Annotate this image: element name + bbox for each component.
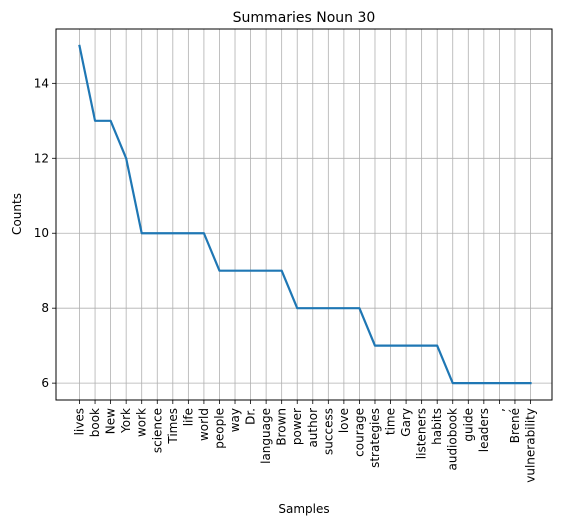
data-point [327,307,329,309]
x-tick-label: author [306,408,320,448]
x-tick-label: science [150,408,164,453]
data-point [467,382,469,384]
x-tick-label: vulnerability [524,408,538,483]
x-tick-label: success [321,408,335,455]
y-tick-label: 14 [34,76,49,90]
x-tick-label: love [337,408,351,433]
x-tick-label: people [212,408,226,449]
data-point [405,345,407,347]
x-tick-label: habits [430,408,444,445]
x-tick-label: York [119,408,133,434]
data-point [281,270,283,272]
x-tick-label: strategies [368,408,382,468]
x-tick-label: power [290,408,304,445]
x-tick-label: world [197,408,211,441]
data-point [125,157,127,159]
data-point [421,345,423,347]
data-point [172,232,174,234]
data-point [265,270,267,272]
y-axis-label: Counts [10,193,24,235]
data-point [218,270,220,272]
x-tick-label: way [228,408,242,432]
x-tick-label: Times [166,408,180,445]
data-point [296,307,298,309]
y-tick-label: 6 [41,376,49,390]
data-point [141,232,143,234]
data-point [234,270,236,272]
x-tick-label: , [492,408,506,412]
data-point [498,382,500,384]
y-tick-label: 10 [34,226,49,240]
x-tick-label: New [104,408,118,434]
data-point [250,270,252,272]
x-tick-label: Brené [508,408,522,443]
x-tick-label: audiobook [446,408,460,471]
series-layer [78,44,532,385]
y-tick-label: 8 [41,301,49,315]
data-point [94,120,96,122]
series-line [78,44,532,385]
data-point [79,45,81,47]
x-tick-label: Brown [275,408,289,446]
data-point [156,232,158,234]
data-point [203,232,205,234]
data-point [374,345,376,347]
x-tick-label: life [181,408,195,426]
x-tick-label: listeners [415,408,429,459]
grid-lines [56,29,552,400]
y-axis-ticks: 6 8 10 12 14 [34,76,56,390]
plot-area-frame [55,28,553,401]
x-tick-label: Gary [399,408,413,437]
x-axis-ticks: lives book New York work science Times life worl… [73,400,538,483]
x-tick-label: lives [73,408,87,435]
data-point [358,307,360,309]
x-tick-label: Dr. [244,408,258,425]
x-tick-label: work [135,408,149,437]
data-point [343,307,345,309]
x-tick-label: leaders [477,408,491,452]
x-axis-label: Samples [278,502,329,516]
data-point [530,382,532,384]
y-tick-label: 12 [34,151,49,165]
x-tick-label: courage [352,408,366,457]
data-point [110,120,112,122]
data-point [187,232,189,234]
data-point [436,345,438,347]
x-tick-label: language [259,408,273,464]
x-tick-label: book [88,408,102,437]
data-point [390,345,392,347]
data-point [483,382,485,384]
data-point [452,382,454,384]
data-point [514,382,516,384]
chart-title: Summaries Noun 30 [233,10,376,26]
data-point [312,307,314,309]
x-tick-label: time [384,408,398,435]
x-tick-label: guide [461,408,475,442]
